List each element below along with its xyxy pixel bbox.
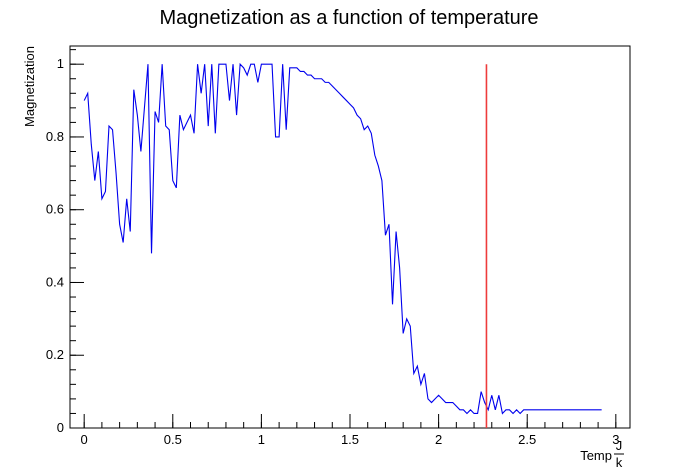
- x-axis: 0 0.5 1 1.5 2 2.5 3: [81, 414, 619, 447]
- y-tick-label: 0.8: [46, 129, 64, 144]
- y-tick-label: 0.4: [46, 274, 64, 289]
- y-axis: 0 0.2 0.4 0.6 0.8 1: [46, 49, 84, 435]
- x-tick-label: 1: [258, 432, 265, 447]
- chart-title: Magnetization as a function of temperatu…: [159, 7, 538, 29]
- x-tick-label: 0: [81, 432, 88, 447]
- x-tick-label: 2: [435, 432, 442, 447]
- y-axis-title: Magnetization: [22, 46, 37, 127]
- x-tick-label: 1.5: [341, 432, 359, 447]
- y-tick-label: 0: [57, 420, 64, 435]
- x-axis-unit-numerator: J: [616, 438, 623, 453]
- series-group: [83, 62, 602, 415]
- y-tick-label: 0.6: [46, 202, 64, 217]
- x-tick-label: 0.5: [164, 432, 182, 447]
- x-axis-title: Temp: [580, 448, 612, 463]
- x-axis-unit-denominator: k: [616, 455, 623, 470]
- x-tick-label: 3: [612, 432, 619, 447]
- y-tick-label: 0.2: [46, 347, 64, 362]
- magnetization-series-line: [83, 62, 602, 415]
- y-tick-label: 1: [57, 56, 64, 71]
- plot-frame: [69, 45, 631, 429]
- x-tick-label: 2.5: [518, 432, 536, 447]
